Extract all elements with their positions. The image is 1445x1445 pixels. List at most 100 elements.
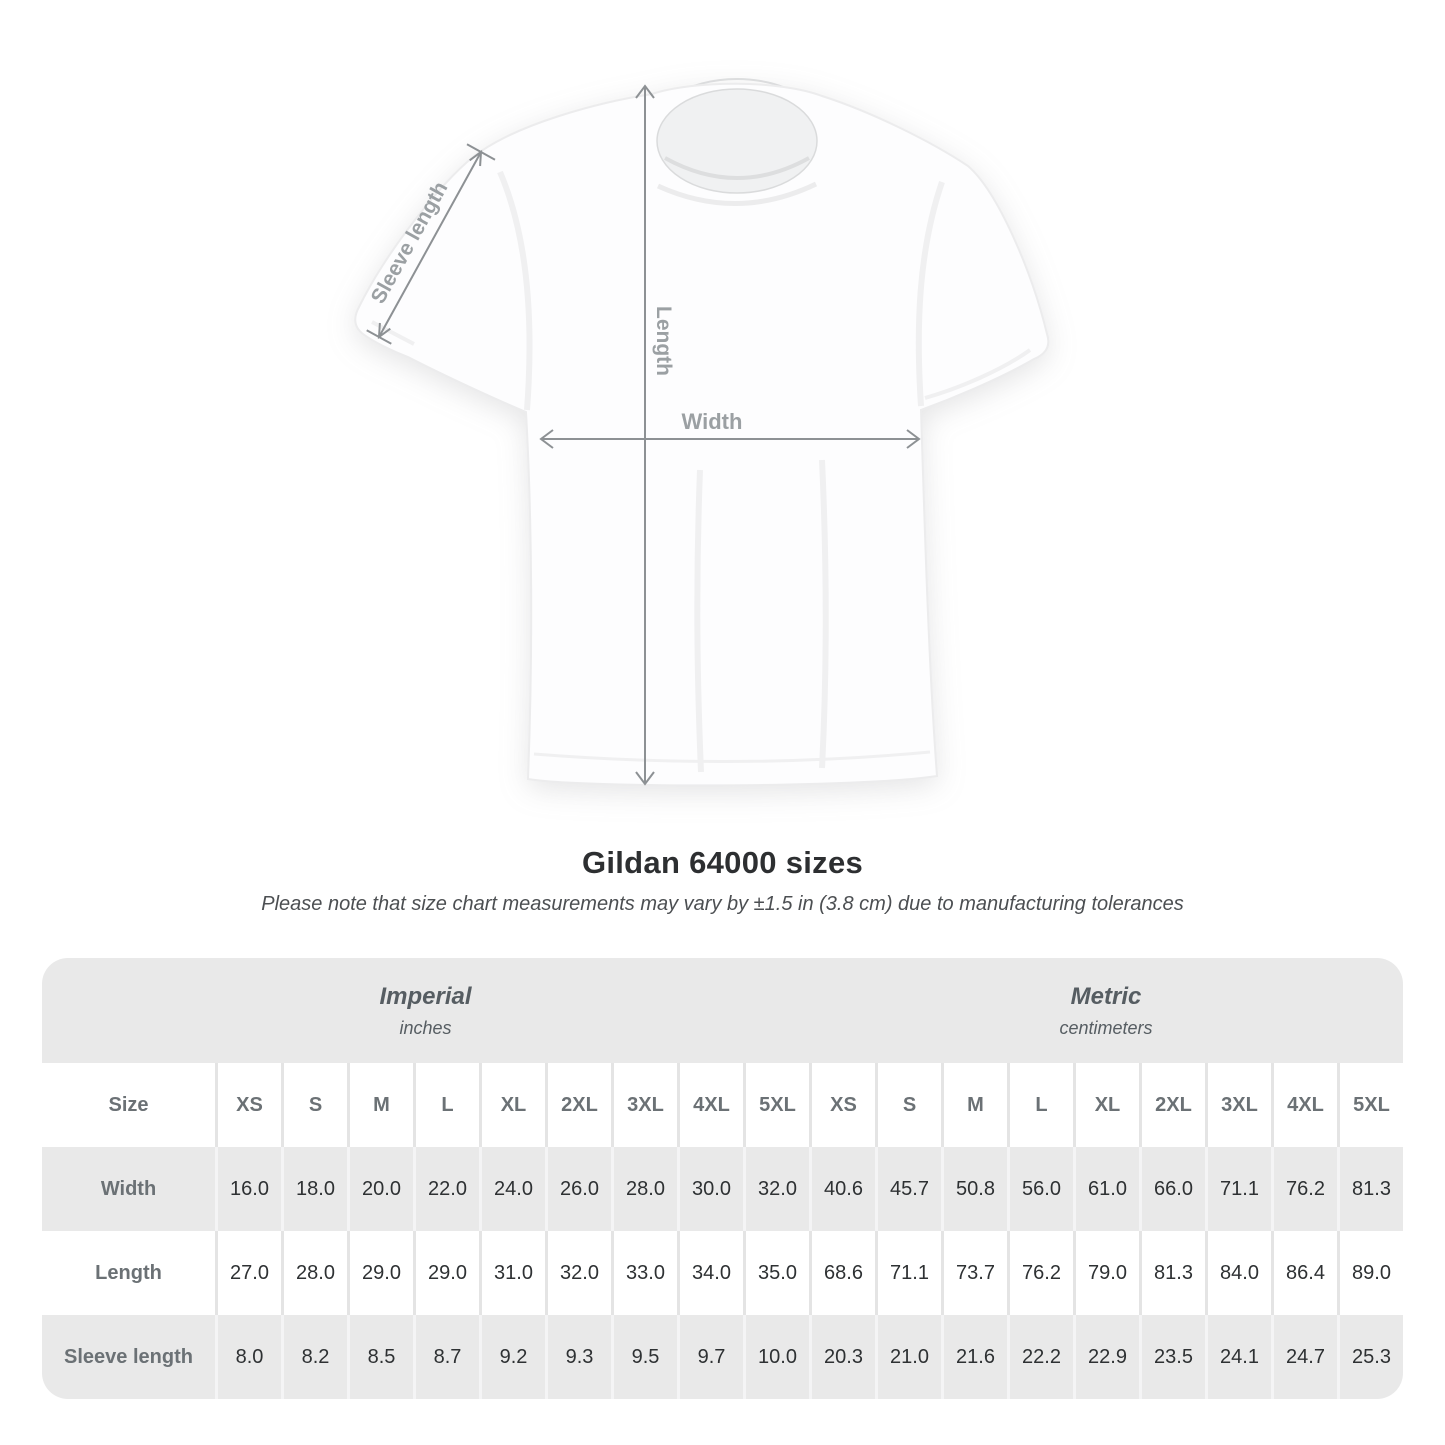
measurement-value: 81.3 [1139, 1231, 1205, 1315]
size-column-header-metric-xl: XL [1073, 1063, 1139, 1147]
neck-inner-shadow [664, 156, 810, 180]
size-column-header-metric-m: M [941, 1063, 1007, 1147]
measurement-value: 9.7 [677, 1315, 743, 1399]
measurement-value: 73.7 [941, 1231, 1007, 1315]
measurement-value: 32.0 [545, 1231, 611, 1315]
measurement-value: 20.0 [347, 1147, 413, 1231]
measurement-value: 9.2 [479, 1315, 545, 1399]
measurement-value: 25.3 [1337, 1315, 1403, 1399]
tshirt-neck-opening [656, 88, 818, 194]
size-column-header-imperial-5xl: 5XL [743, 1063, 809, 1147]
table-size-header-row: Size XS S M L XL 2XL 3XL 4XL 5XL XS S M L XL 2XL 3XL 4XL… [42, 1063, 1403, 1147]
measurement-value: 9.3 [545, 1315, 611, 1399]
unit-header-band: Imperial inches Metric centimeters [42, 958, 1403, 1063]
sleeve-length-arrow [366, 143, 496, 345]
measurement-value: 20.3 [809, 1315, 875, 1399]
measurement-value: 23.5 [1139, 1315, 1205, 1399]
measurement-value: 81.3 [1337, 1147, 1403, 1231]
size-column-header-metric-xs: XS [809, 1063, 875, 1147]
measurement-row-sleeve-length: Sleeve length 8.0 8.2 8.5 8.7 9.2 9.3 9.5 9.7 10.… [42, 1315, 1403, 1399]
measurement-row-length: Length 27.0 28.0 29.0 29.0 31.0 32.0 33.0 34.0 35… [42, 1231, 1403, 1315]
tolerance-note: Please note that size chart measurements… [261, 893, 1184, 915]
size-column-header-imperial-xs: XS [215, 1063, 281, 1147]
measurement-value: 28.0 [611, 1147, 677, 1231]
measurement-value: 26.0 [545, 1147, 611, 1231]
tshirt-image [354, 78, 1050, 787]
measurement-value: 30.0 [677, 1147, 743, 1231]
measurement-value: 8.5 [347, 1315, 413, 1399]
measurement-value: 34.0 [677, 1231, 743, 1315]
row-label: Sleeve length [42, 1315, 215, 1399]
measurement-value: 18.0 [281, 1147, 347, 1231]
size-table: Imperial inches Metric centimeters Size … [42, 958, 1403, 1399]
width-arrow [539, 429, 921, 449]
page-title: Gildan 64000 sizes [581, 845, 864, 880]
measurement-value: 8.2 [281, 1315, 347, 1399]
measurement-value: 68.6 [809, 1231, 875, 1315]
size-column-header-metric-l: L [1007, 1063, 1073, 1147]
size-column-header-imperial-3xl: 3XL [611, 1063, 677, 1147]
imperial-title: Imperial [379, 982, 472, 1010]
length-dimension-label: Length [652, 306, 675, 376]
measurement-value: 71.1 [875, 1231, 941, 1315]
tshirt-shading [371, 170, 1032, 773]
tshirt-body [354, 82, 1050, 787]
size-column-header-metric-2xl: 2XL [1139, 1063, 1205, 1147]
imperial-header: Imperial inches [42, 958, 809, 1063]
measurement-value: 84.0 [1205, 1231, 1271, 1315]
measurement-value: 24.1 [1205, 1315, 1271, 1399]
size-column-header-imperial-2xl: 2XL [545, 1063, 611, 1147]
size-column-header-imperial-l: L [413, 1063, 479, 1147]
measurement-value: 31.0 [479, 1231, 545, 1315]
measurement-value: 45.7 [875, 1147, 941, 1231]
size-column-header-imperial-m: M [347, 1063, 413, 1147]
measurement-value: 29.0 [413, 1231, 479, 1315]
measurement-value: 50.8 [941, 1147, 1007, 1231]
measurement-value: 27.0 [215, 1231, 281, 1315]
size-column-header-metric-4xl: 4XL [1271, 1063, 1337, 1147]
size-column-header-imperial-xl: XL [479, 1063, 545, 1147]
measurement-value: 22.9 [1073, 1315, 1139, 1399]
measurement-value: 61.0 [1073, 1147, 1139, 1231]
measurement-value: 71.1 [1205, 1147, 1271, 1231]
table-body: Width 16.0 18.0 20.0 22.0 24.0 26.0 28.0 30.0 32.… [42, 1147, 1403, 1399]
measurement-value: 28.0 [281, 1231, 347, 1315]
size-column-header-metric-3xl: 3XL [1205, 1063, 1271, 1147]
metric-header: Metric centimeters [809, 958, 1403, 1063]
measurement-value: 79.0 [1073, 1231, 1139, 1315]
measurement-value: 22.2 [1007, 1315, 1073, 1399]
measurement-value: 66.0 [1139, 1147, 1205, 1231]
length-arrow [635, 84, 655, 786]
size-column-header-metric-5xl: 5XL [1337, 1063, 1403, 1147]
size-row-label: Size [42, 1063, 215, 1147]
measurement-value: 32.0 [743, 1147, 809, 1231]
size-column-header-imperial-s: S [281, 1063, 347, 1147]
measurement-row-width: Width 16.0 18.0 20.0 22.0 24.0 26.0 28.0 30.0 32.… [42, 1147, 1403, 1231]
metric-unit: centimeters [1059, 1017, 1153, 1038]
measurement-value: 21.6 [941, 1315, 1007, 1399]
measurement-value: 56.0 [1007, 1147, 1073, 1231]
measurement-value: 10.0 [743, 1315, 809, 1399]
imperial-unit: inches [399, 1017, 452, 1038]
measurement-value: 9.5 [611, 1315, 677, 1399]
measurement-value: 16.0 [215, 1147, 281, 1231]
measurement-value: 76.2 [1007, 1231, 1073, 1315]
measurement-value: 33.0 [611, 1231, 677, 1315]
size-column-header-metric-s: S [875, 1063, 941, 1147]
measurement-value: 24.0 [479, 1147, 545, 1231]
measurement-value: 40.6 [809, 1147, 875, 1231]
measurement-value: 8.7 [413, 1315, 479, 1399]
measurement-value: 76.2 [1271, 1147, 1337, 1231]
row-label: Length [42, 1231, 215, 1315]
measurement-value: 29.0 [347, 1231, 413, 1315]
measurement-value: 21.0 [875, 1315, 941, 1399]
metric-title: Metric [1070, 982, 1142, 1010]
measurement-value: 22.0 [413, 1147, 479, 1231]
width-dimension-label: Width [681, 409, 743, 434]
measurement-value: 24.7 [1271, 1315, 1337, 1399]
measurement-value: 8.0 [215, 1315, 281, 1399]
size-column-header-imperial-4xl: 4XL [677, 1063, 743, 1147]
row-label: Width [42, 1147, 215, 1231]
measurement-value: 86.4 [1271, 1231, 1337, 1315]
